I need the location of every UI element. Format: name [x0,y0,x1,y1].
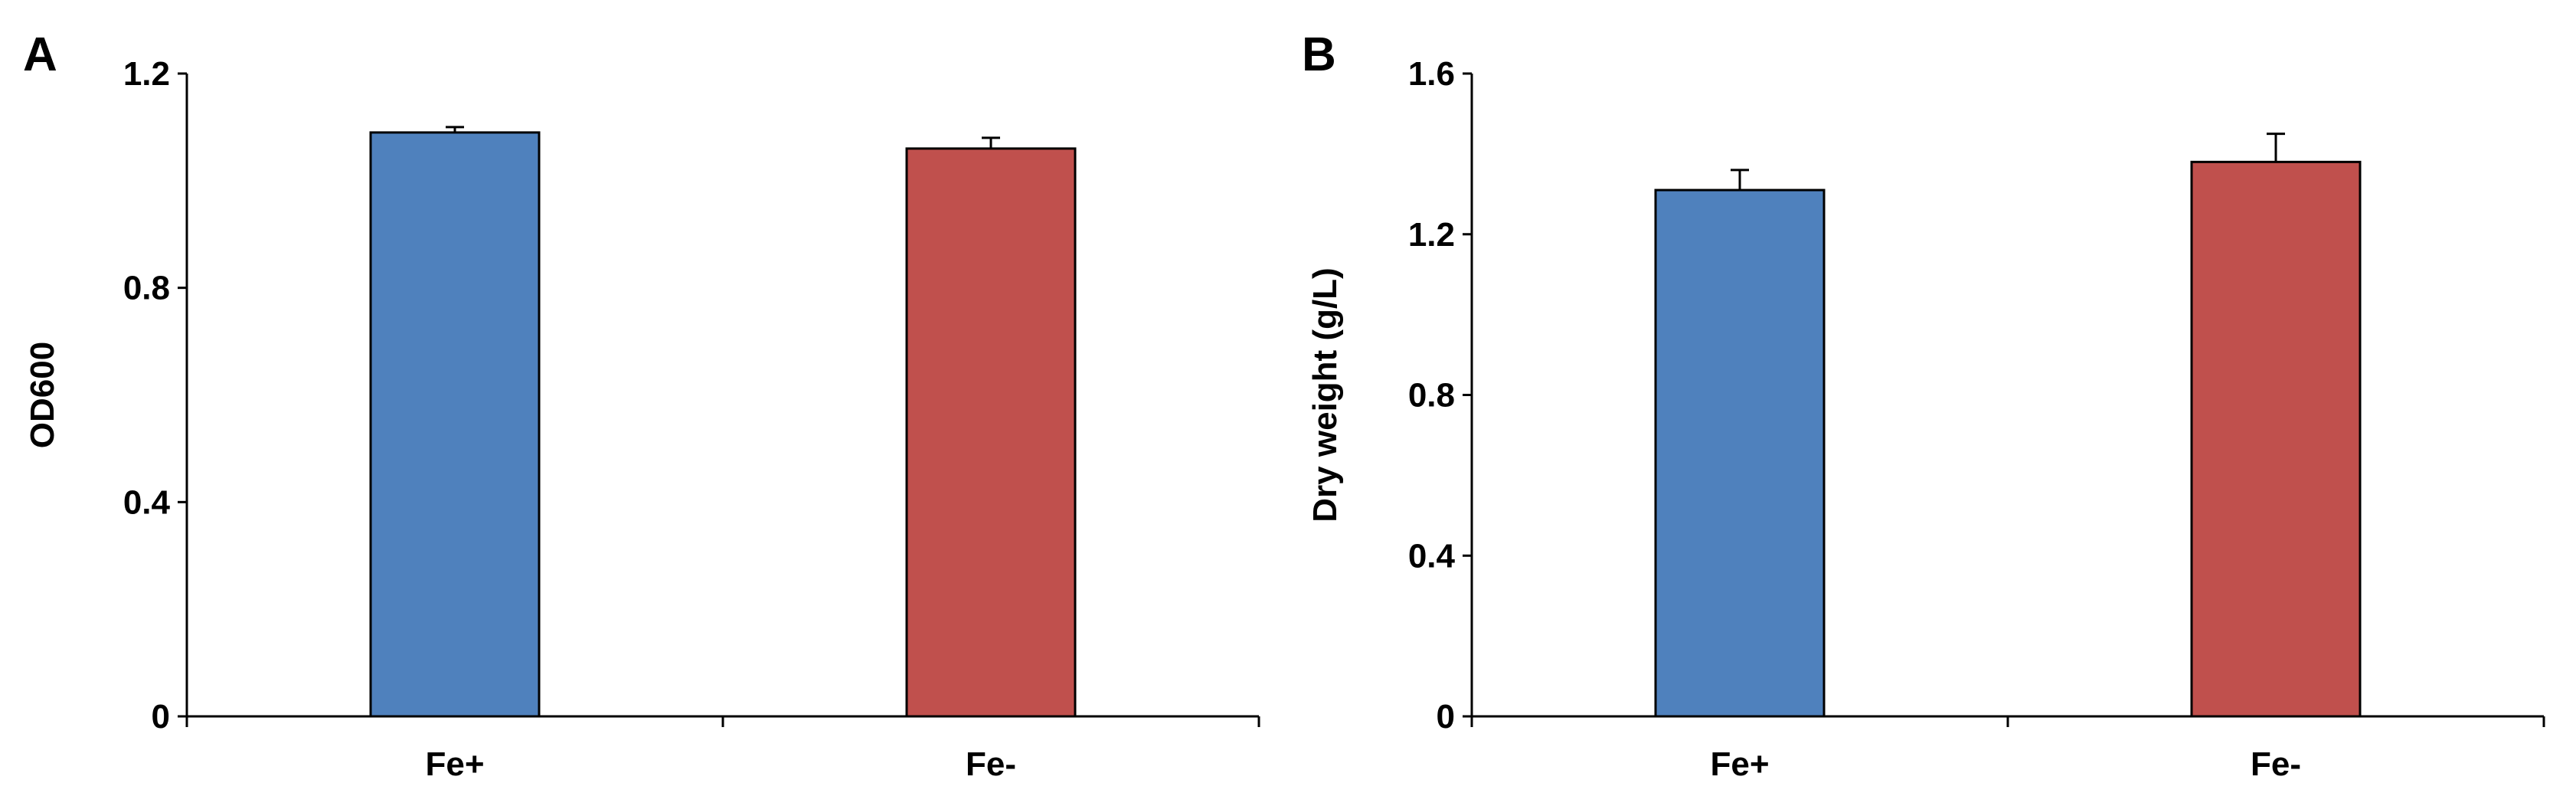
bar-feminus [905,147,1077,718]
y-tick-label: 1.2 [1408,216,1455,254]
y-tick-label: 0.4 [1408,537,1456,575]
x-tick-label: Fe+ [1710,745,1769,783]
y-tick-label: 0 [152,698,170,736]
x-tick-label: Fe- [966,745,1016,783]
y-tick-label: 0.8 [1408,377,1455,414]
panel-b: B 0 0.4 0.8 1.2 1.6 Fe+ Fe- Dry weight (g/L) [1302,28,2545,783]
panel-letter: A [23,28,57,81]
y-tick-label: 0.8 [123,270,170,307]
bar-feplus [369,131,541,718]
y-tick-label: 0.4 [123,483,171,521]
panel-letter: B [1302,28,1336,81]
panel-a: A 0 0.4 0.8 1.2 Fe+ Fe- OD600 [23,28,1260,783]
y-axis-title: Dry weight (g/L) [1306,267,1344,522]
bar-feminus [2190,160,2362,718]
y-tick-label: 1.6 [1408,55,1455,93]
y-tick-label: 0 [1437,698,1455,736]
y-tick-label: 1.2 [123,55,170,93]
x-tick-label: Fe- [2251,745,2301,783]
bar-feplus [1654,188,1826,718]
y-axis-title: OD600 [24,342,61,448]
x-tick-label: Fe+ [425,745,484,783]
